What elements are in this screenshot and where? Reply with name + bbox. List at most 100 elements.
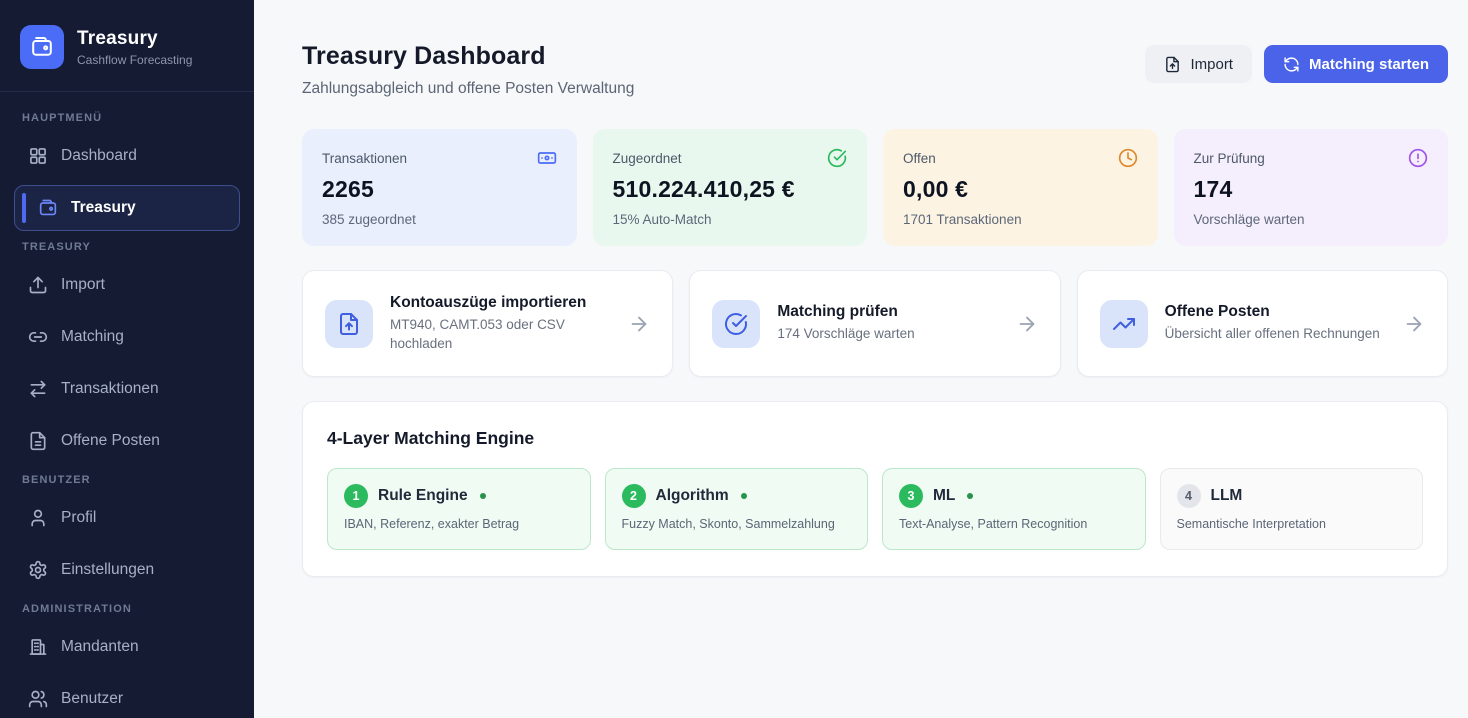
active-dot <box>479 493 486 499</box>
wallet-icon <box>38 198 58 218</box>
sidebar-item-treasury[interactable]: Treasury <box>14 185 240 231</box>
stat-card-zur-pruefung: Zur Prüfung 174 Vorschläge warten <box>1173 129 1448 246</box>
action-card-offene-posten[interactable]: Offene Posten Übersicht aller offenen Re… <box>1076 270 1448 377</box>
layer-number-badge: 4 <box>1176 484 1201 508</box>
matching-engine-panel: 4-Layer Matching Engine 1 Rule Engine IB… <box>302 401 1448 577</box>
engine-layer-llm: 4 LLM Semantische Interpretation <box>1159 468 1423 550</box>
engine-layer-algorithm: 2 Algorithm Fuzzy Match, Skonto, Sammelz… <box>604 468 868 550</box>
sidebar-item-benutzer[interactable]: Benutzer <box>14 676 240 718</box>
active-dot <box>740 493 747 499</box>
stat-card-transaktionen: Transaktionen 2265 385 zugeordnet <box>302 129 577 246</box>
file-upload-icon <box>1164 56 1181 73</box>
layer-name: ML <box>933 487 956 504</box>
stat-value: 510.224.410,25 € <box>612 176 795 202</box>
layer-name: LLM <box>1210 487 1243 504</box>
stat-sub: 15% Auto-Match <box>612 212 712 227</box>
app-brand: Treasury Cashflow Forecasting <box>0 0 254 92</box>
sidebar-item-label: Benutzer <box>61 690 124 707</box>
sidebar-item-label: Treasury <box>71 199 136 216</box>
layer-description: Semantische Interpretation <box>1176 517 1326 531</box>
stat-card-zugeordnet: Zugeordnet 510.224.410,25 € 15% Auto-Mat… <box>592 129 867 246</box>
engine-layer-rule-engine: 1 Rule Engine IBAN, Referenz, exakter Be… <box>327 468 591 550</box>
arrows-left-right-icon <box>28 379 48 399</box>
action-subtitle: Übersicht aller offenen Rechnungen <box>1164 326 1380 342</box>
sidebar-item-label: Einstellungen <box>61 561 155 578</box>
user-icon <box>28 508 48 528</box>
refresh-icon <box>1283 56 1300 73</box>
action-card-kontoauszuege-importieren[interactable]: Kontoauszüge importieren MT940, CAMT.053… <box>302 270 674 377</box>
sidebar-nav: HAUPTMENÜ Dashboard Treasury TREASURY Im… <box>0 92 254 718</box>
building-icon <box>28 637 48 657</box>
file-upload-icon <box>337 312 361 336</box>
layer-name: Rule Engine <box>378 487 468 504</box>
quick-actions-row: Kontoauszüge importieren MT940, CAMT.053… <box>302 270 1448 377</box>
wallet-icon <box>30 35 54 59</box>
stat-value: 0,00 € <box>903 176 969 202</box>
action-title: Offene Posten <box>1164 303 1270 321</box>
sidebar-item-import[interactable]: Import <box>14 262 240 308</box>
document-icon <box>28 431 48 451</box>
layer-description: IBAN, Referenz, exakter Betrag <box>344 517 520 531</box>
sidebar-item-mandanten[interactable]: Mandanten <box>14 624 240 670</box>
nav-section-benutzer: BENUTZER <box>22 474 91 486</box>
stat-value: 2265 <box>322 176 374 202</box>
page-subtitle: Zahlungsabgleich und offene Posten Verwa… <box>302 80 635 97</box>
stat-card-offen: Offen 0,00 € 1701 Transaktionen <box>883 129 1158 246</box>
check-circle-icon <box>827 148 847 168</box>
app-subtitle: Cashflow Forecasting <box>77 52 193 67</box>
gear-icon <box>28 560 48 580</box>
sidebar-item-offene-posten[interactable]: Offene Posten <box>14 418 240 464</box>
action-title: Matching prüfen <box>777 303 898 321</box>
layer-number-badge: 1 <box>344 484 368 508</box>
users-icon <box>28 689 48 709</box>
upload-icon <box>28 275 48 295</box>
sidebar-item-matching[interactable]: Matching <box>14 314 240 360</box>
layer-description: Fuzzy Match, Skonto, Sammelzahlung <box>621 517 835 531</box>
check-circle-icon <box>724 312 748 336</box>
clock-icon <box>1118 148 1138 168</box>
app-logo <box>20 25 64 69</box>
action-icon-box <box>1099 299 1148 348</box>
sidebar-item-dashboard[interactable]: Dashboard <box>14 133 240 179</box>
nav-section-hauptmenu: HAUPTMENÜ <box>22 112 103 124</box>
stat-sub: Vorschläge warten <box>1193 212 1305 227</box>
main-content: Treasury Dashboard Zahlungsabgleich und … <box>254 0 1468 718</box>
sidebar-item-profil[interactable]: Profil <box>14 495 240 541</box>
app-title: Treasury <box>77 27 158 49</box>
sidebar-item-label: Import <box>61 276 105 293</box>
sidebar-item-label: Matching <box>61 328 124 345</box>
import-button[interactable]: Import <box>1145 45 1252 83</box>
page-header: Treasury Dashboard Zahlungsabgleich und … <box>302 42 1448 98</box>
sidebar-item-transaktionen[interactable]: Transaktionen <box>14 366 240 412</box>
active-dot <box>967 493 974 499</box>
trending-up-icon <box>1112 312 1136 336</box>
sidebar-item-label: Profil <box>61 509 97 526</box>
link-icon <box>28 327 48 347</box>
action-title: Kontoauszüge importieren <box>390 294 587 312</box>
stat-label: Zugeordnet <box>612 150 682 166</box>
engine-layer-ml: 3 ML Text-Analyse, Pattern Recognition <box>882 468 1146 550</box>
sidebar-item-label: Transaktionen <box>61 380 159 397</box>
action-card-matching-pruefen[interactable]: Matching prüfen 174 Vorschläge warten <box>689 270 1061 377</box>
nav-section-administration: ADMINISTRATION <box>22 603 132 615</box>
sidebar-item-label: Mandanten <box>61 638 139 655</box>
action-icon-box <box>325 299 373 348</box>
stat-label: Offen <box>903 150 936 166</box>
arrow-right-icon <box>628 313 650 335</box>
action-subtitle: 174 Vorschläge warten <box>777 326 915 342</box>
matching-start-button[interactable]: Matching starten <box>1263 45 1448 83</box>
sidebar-item-label: Offene Posten <box>61 432 160 449</box>
layer-description: Text-Analyse, Pattern Recognition <box>899 517 1088 531</box>
dashboard-grid-icon <box>28 146 48 166</box>
import-button-label: Import <box>1190 55 1233 73</box>
sidebar-item-einstellungen[interactable]: Einstellungen <box>14 547 240 593</box>
layer-name: Algorithm <box>655 487 729 504</box>
stat-label: Zur Prüfung <box>1193 150 1265 166</box>
arrow-right-icon <box>1016 313 1038 335</box>
matching-start-button-label: Matching starten <box>1308 55 1429 73</box>
stat-label: Transaktionen <box>322 150 408 166</box>
sidebar: Treasury Cashflow Forecasting HAUPTMENÜ … <box>0 0 254 718</box>
arrow-right-icon <box>1403 313 1425 335</box>
nav-section-treasury: TREASURY <box>22 241 91 253</box>
sidebar-item-label: Dashboard <box>61 147 137 164</box>
